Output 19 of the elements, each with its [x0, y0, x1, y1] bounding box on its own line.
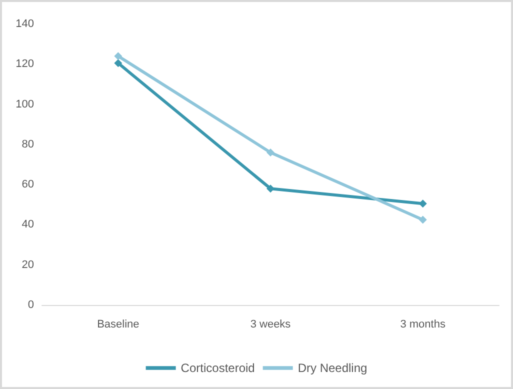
y-tick-label: 0 — [28, 299, 34, 311]
y-tick-label: 20 — [22, 258, 34, 271]
x-tick-label: 3 months — [400, 318, 446, 330]
legend-label: Corticosteroid — [180, 361, 255, 375]
point — [266, 148, 274, 156]
point — [418, 200, 427, 208]
y-tick-label: 140 — [16, 18, 34, 30]
y-tick-label: 80 — [22, 138, 34, 150]
legend-label: Dry Needling — [298, 361, 368, 375]
y-tick-label: 100 — [16, 98, 34, 110]
x-tick-label: 3 weeks — [250, 318, 292, 330]
point — [266, 184, 274, 193]
y-tick-label: 60 — [22, 178, 34, 191]
point — [114, 52, 122, 60]
point — [114, 59, 122, 68]
y-tick-label: 120 — [16, 58, 34, 70]
y-tick-label: 40 — [22, 218, 34, 231]
x-tick-label: Baseline — [97, 318, 140, 330]
point — [418, 216, 427, 224]
